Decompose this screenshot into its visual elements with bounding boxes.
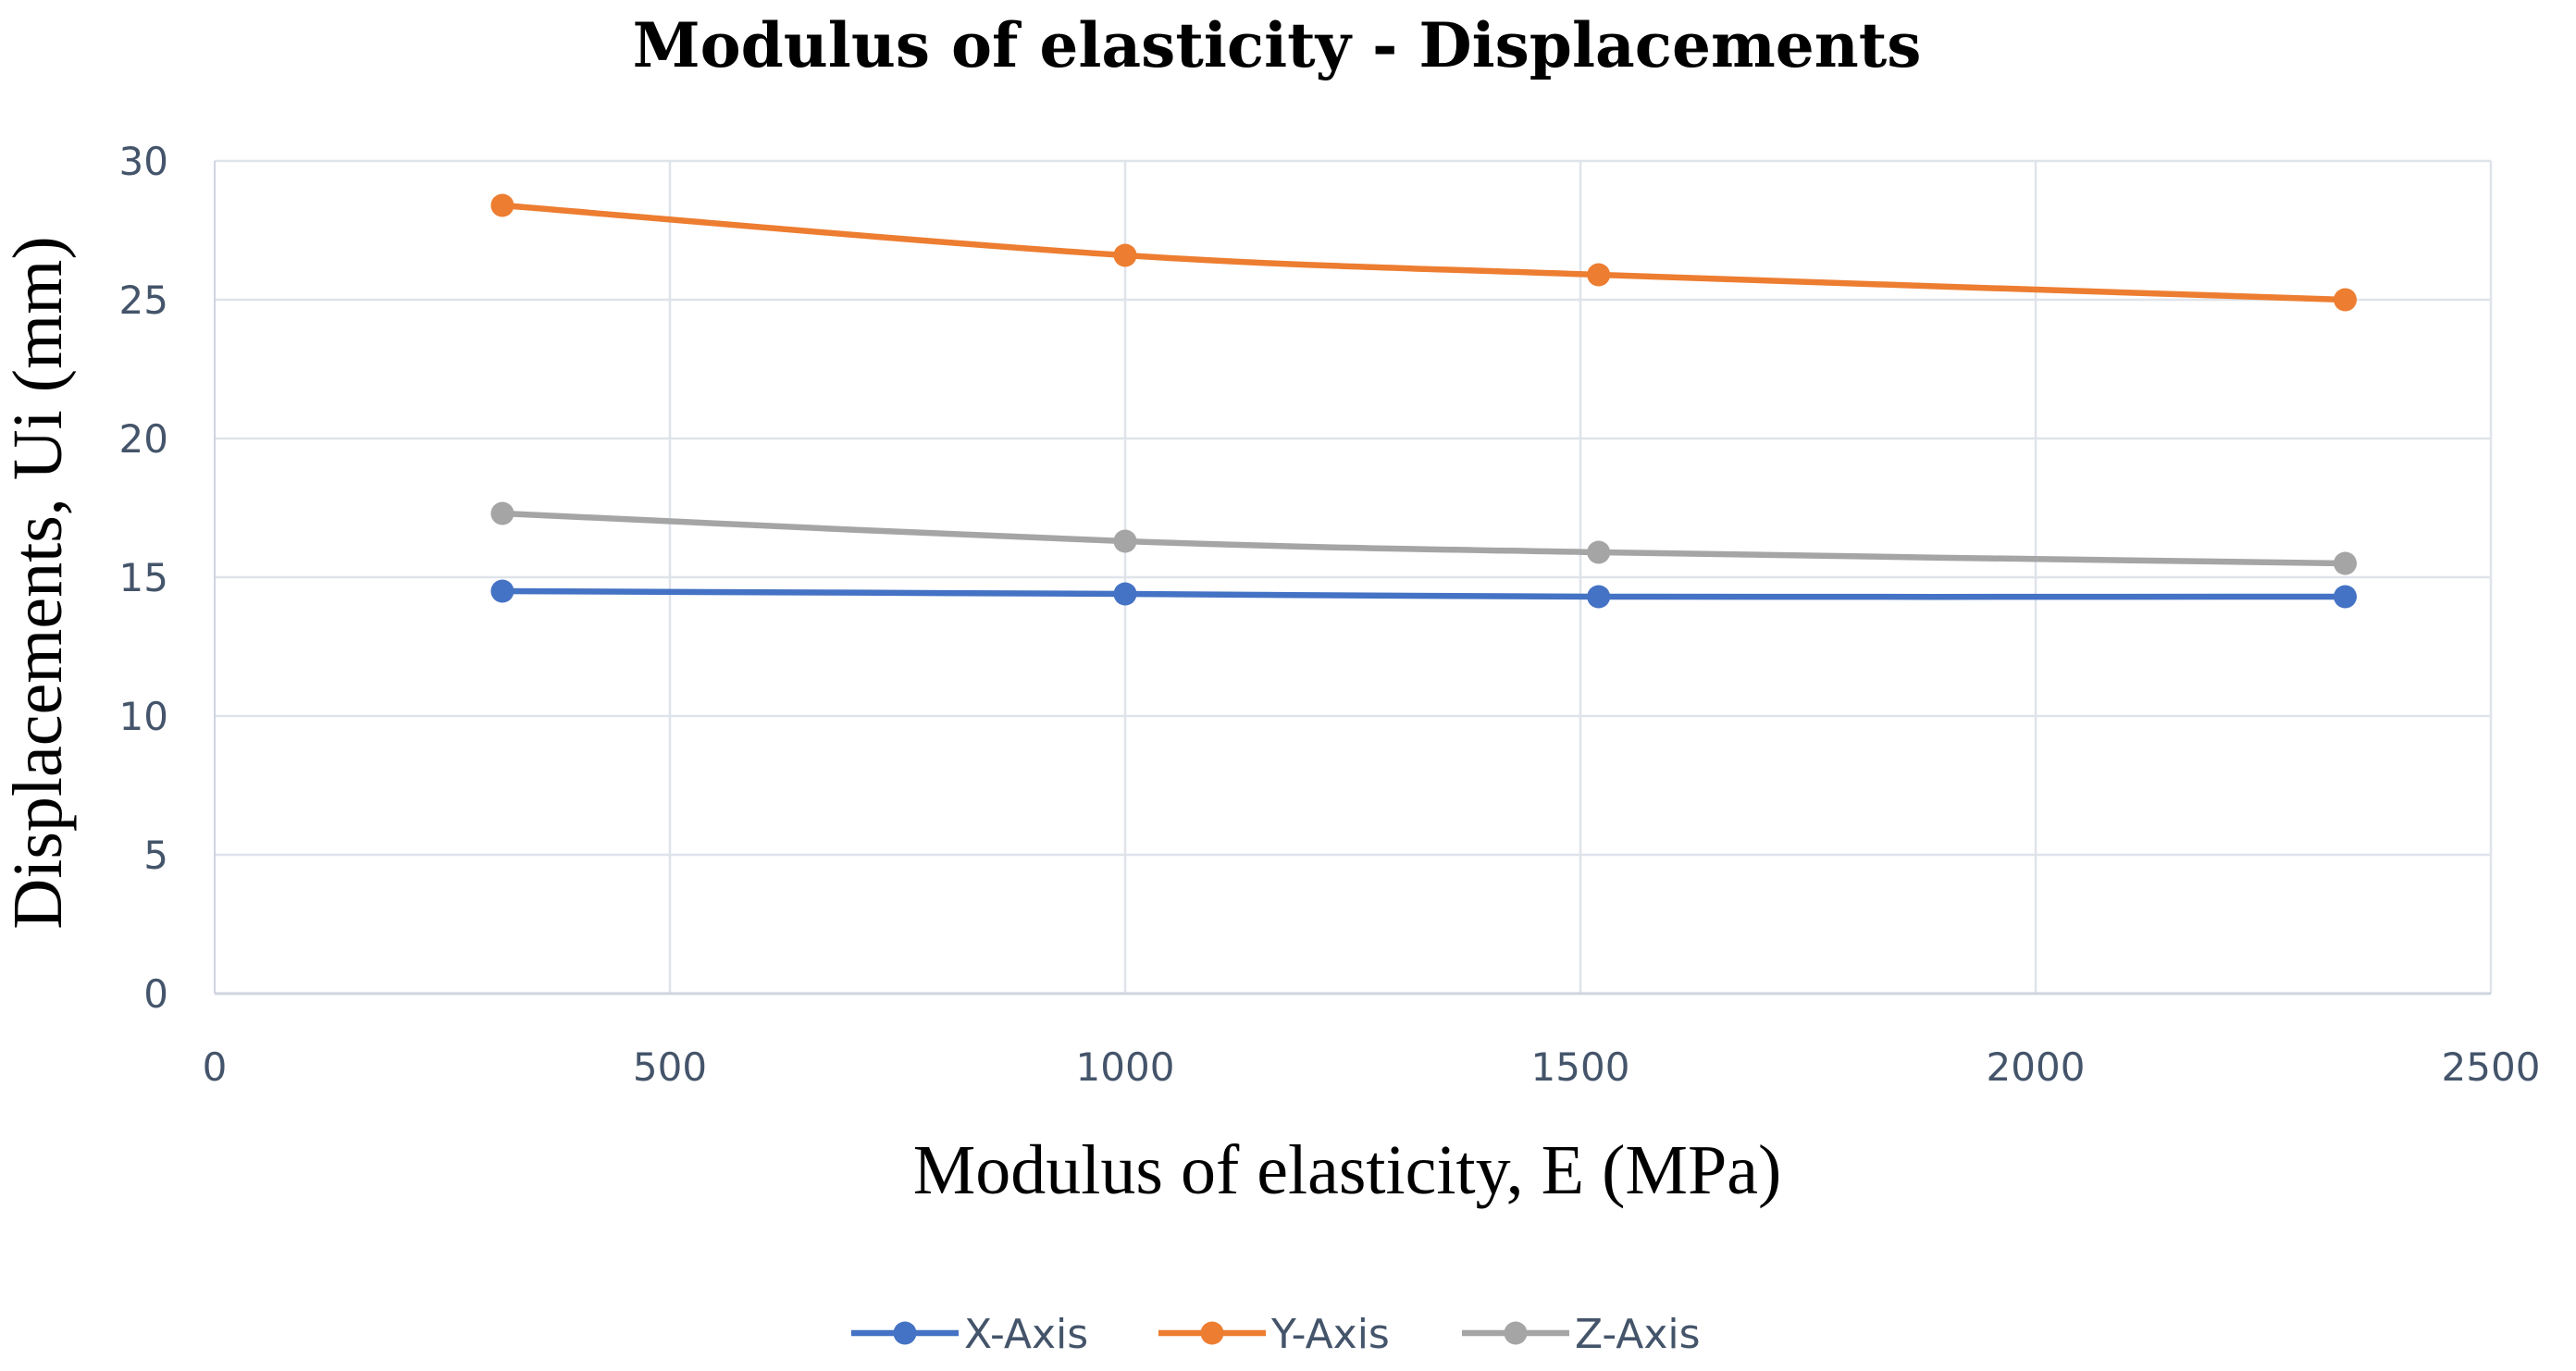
data-point [2334, 288, 2358, 312]
y-tick-label: 15 [119, 555, 168, 600]
data-point [1587, 585, 1611, 609]
axes [214, 161, 2491, 995]
y-tick-label: 0 [143, 971, 168, 1017]
series-line [499, 202, 2348, 303]
series-x-axis [490, 579, 2358, 609]
data-point [1587, 263, 1611, 287]
x-tick-label: 2500 [2442, 1044, 2541, 1090]
series-y-axis [490, 193, 2358, 312]
x-tick-label: 2000 [1987, 1044, 2086, 1090]
data-point [1113, 243, 1137, 267]
series-group [490, 193, 2358, 609]
x-tick-labels: 0 500 1000 1500 2000 2500 [203, 1044, 2541, 1090]
legend-marker [1504, 1321, 1528, 1345]
data-point [1587, 540, 1611, 564]
data-point [2334, 585, 2358, 609]
data-point [490, 579, 514, 603]
legend-label: X-Axis [964, 1311, 1088, 1358]
y-tick-label: 30 [119, 139, 168, 184]
data-point [490, 501, 514, 525]
data-point [490, 193, 514, 217]
data-point [1113, 529, 1137, 553]
legend-label: Z-Axis [1575, 1311, 1701, 1358]
y-tick-label: 10 [119, 694, 168, 739]
legend-marker [1200, 1321, 1224, 1345]
legend-item: Y-Axis [1158, 1311, 1390, 1358]
x-tick-label: 1500 [1531, 1044, 1630, 1090]
y-tick-label: 25 [119, 278, 168, 323]
data-point [1113, 582, 1137, 606]
legend-item: Z-Axis [1462, 1311, 1701, 1358]
series-z-axis [490, 501, 2358, 575]
y-tick-label: 20 [119, 416, 168, 462]
data-point [2334, 551, 2358, 575]
y-tick-labels: 0 5 10 15 20 25 30 [119, 139, 168, 1017]
y-axis-title: Displacements, Ui (mm) [0, 236, 77, 929]
legend: X-Axis Y-Axis Z-Axis [851, 1311, 1701, 1358]
gridlines [215, 159, 2493, 994]
x-tick-label: 1000 [1076, 1044, 1175, 1090]
legend-marker [893, 1321, 917, 1345]
series-line [499, 510, 2348, 567]
legend-label: Y-Axis [1270, 1311, 1390, 1358]
x-tick-label: 500 [633, 1044, 707, 1090]
series-line [499, 587, 2348, 600]
x-axis-title: Modulus of elasticity, E (MPa) [913, 1131, 1782, 1209]
x-tick-label: 0 [203, 1044, 228, 1090]
legend-item: X-Axis [851, 1311, 1088, 1358]
y-tick-label: 5 [143, 833, 168, 878]
chart-title: Modulus of elasticity - Displacements [633, 9, 1922, 81]
